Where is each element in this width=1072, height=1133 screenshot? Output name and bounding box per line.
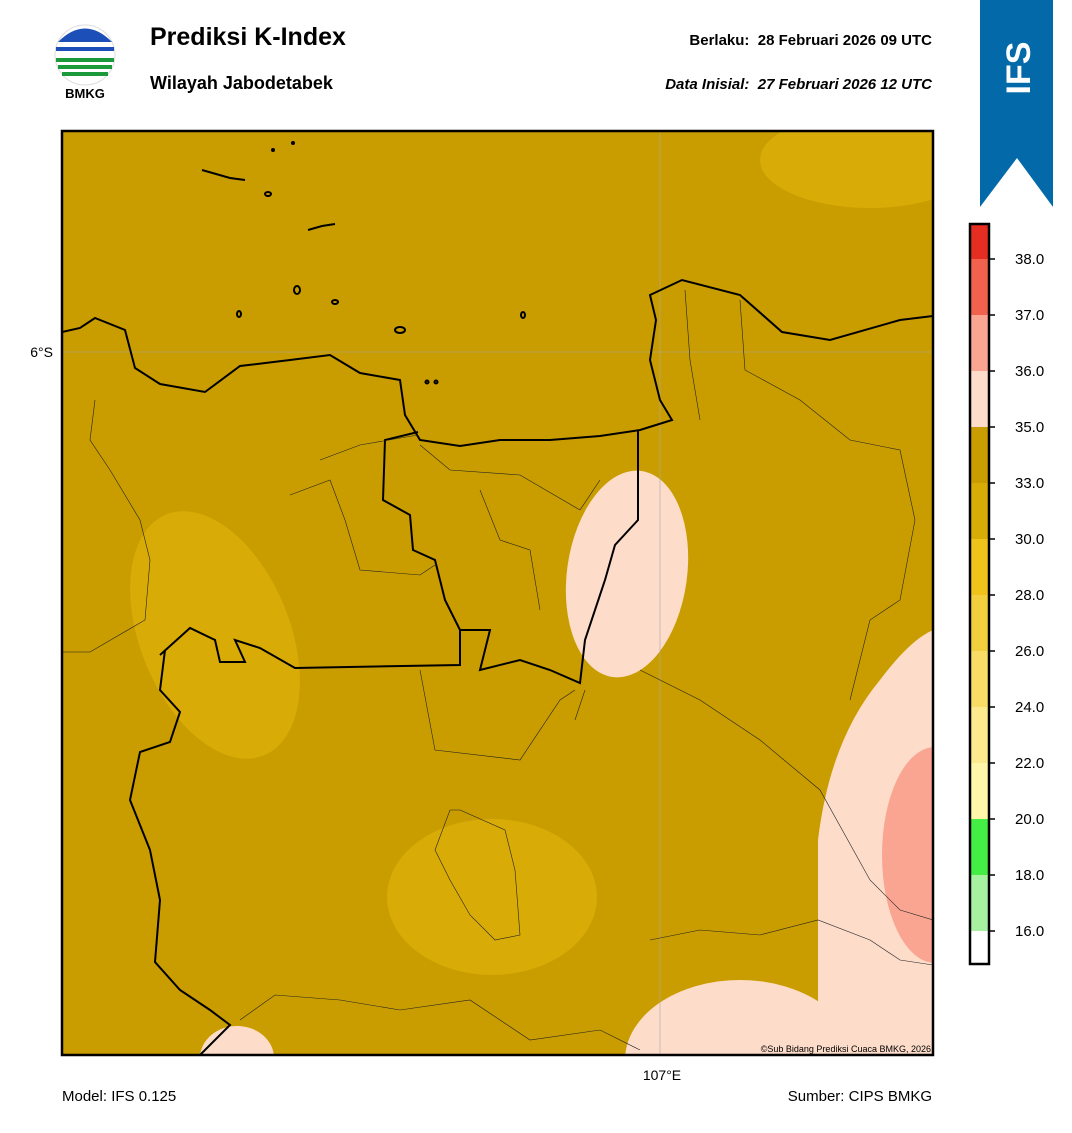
colorbar-tick-label: 18.0 [1015, 867, 1044, 884]
colorbar-segment [970, 819, 989, 875]
colorbar: 16.0 18.0 20.0 22.0 24.0 26.0 28.0 30.0 33.0 35.0… [968, 222, 1044, 966]
colorbar-segment [970, 931, 989, 964]
logo: BMKG [54, 24, 116, 101]
valid-time: Berlaku: 28 Februari 2026 09 UTC [689, 32, 932, 49]
lat-label: 6°S [30, 344, 53, 360]
colorbar-segment [970, 707, 989, 763]
lon-label: 107°E [643, 1067, 681, 1083]
colorbar-segment [970, 259, 989, 315]
model: Model: IFS 0.125 [62, 1088, 176, 1105]
logo-text: BMKG [65, 86, 105, 101]
map-frame [60, 129, 935, 1057]
title: Prediksi K-Index [150, 23, 346, 51]
colorbar-tick-label: 24.0 [1015, 699, 1044, 716]
colorbar-segment [970, 539, 989, 595]
colorbar-tick-label: 16.0 [1015, 923, 1044, 940]
colorbar-segment [970, 763, 989, 819]
colorbar-segment [970, 427, 989, 483]
colorbar-tick-label: 38.0 [1015, 251, 1044, 268]
subtitle: Wilayah Jabodetabek [150, 73, 334, 93]
colorbar-tick-label: 30.0 [1015, 531, 1044, 548]
colorbar-tick-label: 26.0 [1015, 643, 1044, 660]
init-time: Data Inisial: 27 Februari 2026 12 UTC [665, 76, 933, 93]
colorbar-segment [970, 315, 989, 371]
colorbar-segment [970, 875, 989, 931]
colorbar-tick-label: 37.0 [1015, 307, 1044, 324]
colorbar-segment [970, 483, 989, 539]
badge: IFS [980, 0, 1053, 207]
colorbar-frame [968, 222, 991, 966]
colorbar-tick-label: 35.0 [1015, 419, 1044, 436]
map: ©Sub Bidang Prediksi Cuaca BMKG, 2026 [62, 131, 933, 1055]
colorbar-segment [970, 371, 989, 427]
colorbar-segment [970, 651, 989, 707]
colorbar-tick-label: 22.0 [1015, 755, 1044, 772]
colorbar-tick-label: 20.0 [1015, 811, 1044, 828]
colorbar-tick-label: 33.0 [1015, 475, 1044, 492]
source: Sumber: CIPS BMKG [788, 1088, 932, 1105]
colorbar-segment [970, 224, 989, 259]
colorbar-segment [970, 595, 989, 651]
colorbar-tick-label: 28.0 [1015, 587, 1044, 604]
colorbar-tick-label: 36.0 [1015, 363, 1044, 380]
credit: ©Sub Bidang Prediksi Cuaca BMKG, 2026 [761, 1044, 931, 1054]
badge-text: IFS [1000, 42, 1038, 95]
